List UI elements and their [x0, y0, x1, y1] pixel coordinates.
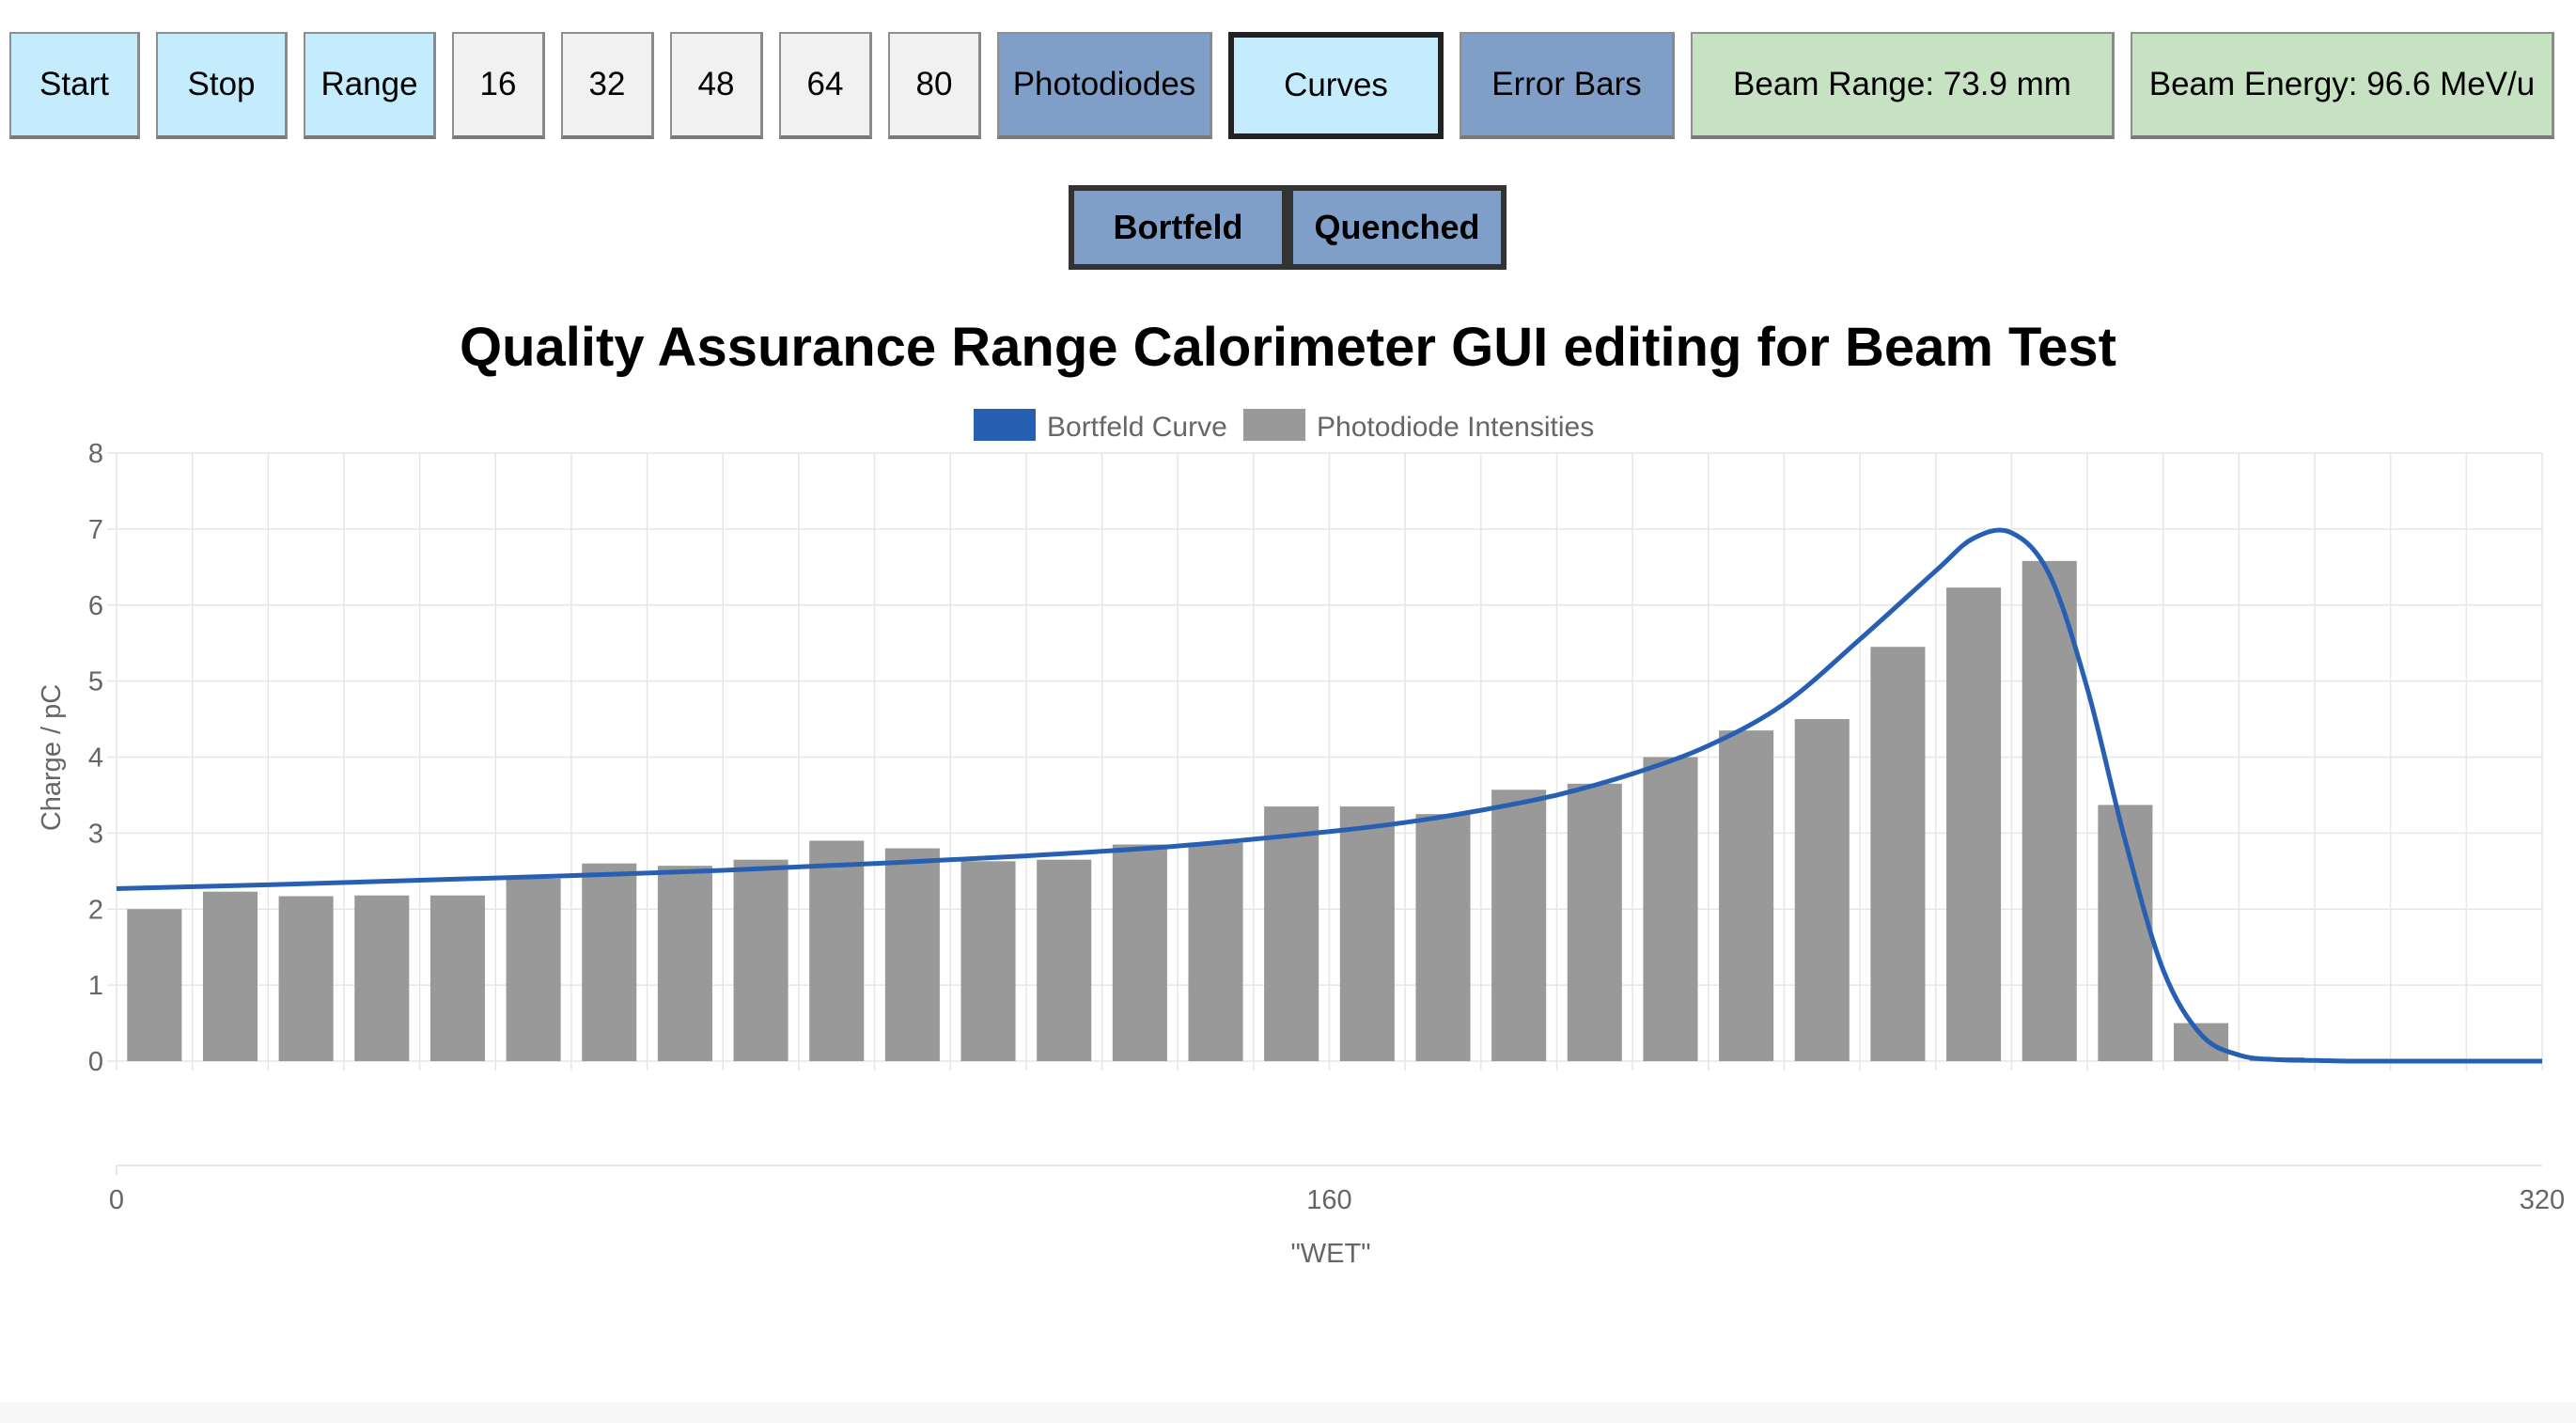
stop-button[interactable]: Stop	[156, 32, 288, 139]
bins-32-button[interactable]: 32	[561, 32, 654, 139]
error-bars-button[interactable]: Error Bars	[1460, 32, 1675, 139]
chart-legend: Bortfeld Curve Photodiode Intensities	[974, 409, 1594, 443]
x-tick-label: 320	[2520, 1185, 2565, 1215]
y-tick-label: 3	[88, 819, 103, 849]
beam-energy-display: Beam Energy: 96.6 MeV/u	[2131, 32, 2554, 139]
toolbar: Start Stop Range 16 32 48 64 80 Photodio…	[9, 32, 2554, 139]
bins-64-button[interactable]: 64	[779, 32, 872, 139]
photodiode-bar	[429, 895, 485, 1061]
bragg-peak-chart: 0 1 2 3 4 5 6 7 8 0 160 320 Bortfeld Curve Photodiod…	[37, 409, 2565, 1269]
y-axis-label: Charge / pC	[37, 684, 67, 831]
photodiode-bar	[506, 878, 561, 1061]
photodiode-bar	[1643, 757, 1698, 1061]
photodiode-bar	[1339, 806, 1395, 1061]
photodiode-bar	[1112, 844, 1167, 1061]
legend-label: Bortfeld Curve	[1047, 412, 1227, 443]
photodiode-bar	[884, 848, 940, 1061]
photodiode-bar	[1567, 783, 1622, 1061]
photodiode-bar	[809, 840, 865, 1061]
y-tick-label: 2	[88, 895, 103, 925]
page-footer	[0, 1402, 2576, 1423]
photodiode-bar	[202, 891, 258, 1061]
beam-range-display: Beam Range: 73.9 mm	[1691, 32, 2115, 139]
photodiode-bar	[2022, 560, 2077, 1061]
photodiode-bar	[1870, 647, 1926, 1061]
bortfeld-button[interactable]: Bortfeld	[1069, 185, 1288, 270]
photodiode-bar	[1037, 859, 1092, 1061]
photodiode-bar	[278, 896, 334, 1061]
photodiode-bar	[582, 863, 637, 1061]
y-tick-label: 7	[88, 515, 103, 545]
bins-16-button[interactable]: 16	[452, 32, 545, 139]
photodiode-bar	[354, 895, 410, 1061]
photodiode-bar	[127, 909, 182, 1061]
y-tick-label: 1	[88, 971, 103, 1001]
range-button[interactable]: Range	[304, 32, 436, 139]
photodiode-bar	[1188, 842, 1243, 1061]
axis-ticks: 0 1 2 3 4 5 6 7 8 0 160 320	[88, 439, 2565, 1215]
x-tick-label: 160	[1306, 1185, 1351, 1215]
bortfeld-curve-line	[116, 527, 2542, 1064]
legend-label: Photodiode Intensities	[1317, 412, 1594, 443]
legend-swatch	[974, 409, 1036, 441]
photodiode-bar	[1794, 719, 1850, 1061]
x-axis-label: "WET"	[1290, 1239, 1370, 1269]
photodiode-bar	[1946, 587, 2002, 1061]
photodiode-bars	[127, 560, 2304, 1061]
y-tick-label: 8	[88, 439, 103, 469]
photodiode-bar	[2174, 1023, 2229, 1061]
start-button[interactable]: Start	[9, 32, 140, 139]
bins-48-button[interactable]: 48	[670, 32, 763, 139]
photodiode-bar	[1264, 806, 1319, 1061]
curves-button[interactable]: Curves	[1228, 32, 1444, 139]
x-tick-label: 0	[109, 1185, 124, 1215]
photodiode-bar	[1719, 730, 1774, 1061]
photodiode-bar	[1415, 814, 1471, 1061]
curve-mode-bar: Bortfeld Quenched	[1069, 185, 1507, 270]
photodiode-bar	[960, 861, 1016, 1061]
photodiode-bar	[733, 859, 788, 1061]
y-tick-label: 6	[88, 591, 103, 621]
y-tick-label: 4	[88, 743, 103, 774]
quenched-button[interactable]: Quenched	[1288, 185, 1507, 270]
chart-grid	[107, 452, 2543, 1175]
chart-title: Quality Assurance Range Calorimeter GUI …	[460, 317, 2116, 378]
photodiode-bar	[1491, 790, 1547, 1061]
y-tick-label: 5	[88, 667, 103, 697]
photodiodes-button[interactable]: Photodiodes	[997, 32, 1212, 139]
legend-swatch	[1243, 409, 1305, 441]
bins-80-button[interactable]: 80	[888, 32, 981, 139]
photodiode-bar	[657, 866, 712, 1061]
y-tick-label: 0	[88, 1047, 103, 1077]
